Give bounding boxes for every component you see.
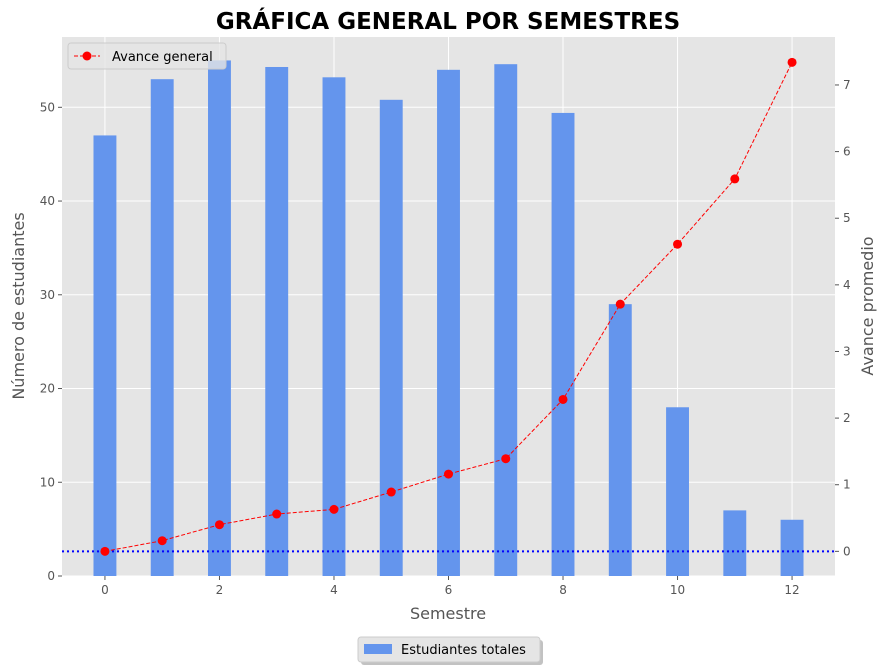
y2-tick-label: 3	[843, 344, 851, 358]
bar	[93, 135, 117, 576]
series-point	[157, 536, 167, 546]
bar-series	[93, 60, 804, 577]
y-tick-label: 50	[40, 100, 55, 114]
y-axis-ticks: 0 10 20 30 40 50	[40, 100, 62, 583]
bar	[666, 407, 689, 576]
series-point	[558, 394, 568, 404]
y-axis-label: Número de estudiantes	[9, 212, 28, 399]
series-point	[673, 239, 683, 249]
bar	[551, 112, 575, 576]
legend-line-marker	[82, 51, 92, 61]
series-point	[730, 174, 740, 184]
bar	[723, 510, 747, 576]
legend-bar-swatch	[364, 644, 392, 654]
legend-bar-box	[357, 636, 541, 663]
series-point	[100, 546, 110, 556]
series-point	[214, 520, 224, 530]
y2-tick-label: 1	[843, 478, 851, 492]
legend-line-label: Avance general	[112, 50, 213, 65]
bar	[150, 79, 174, 576]
y-tick-label: 40	[40, 194, 55, 208]
series-point	[444, 469, 453, 479]
x-tick-label: 10	[670, 583, 685, 597]
legend-bar-label: Estudiantes totales	[401, 643, 526, 658]
y-tick-label: 30	[40, 288, 55, 302]
series-point	[501, 454, 511, 464]
series-point	[615, 299, 625, 309]
line-series	[100, 57, 797, 556]
x-tick-label: 12	[784, 583, 799, 597]
y2-tick-label: 6	[843, 145, 851, 159]
legend-bar: Estudiantes totales	[357, 636, 543, 665]
bar	[494, 64, 518, 576]
legend-line: Avance general	[67, 42, 227, 70]
y2-axis-ticks: 0 1 2 3 4 5 6 7	[835, 78, 851, 558]
y-tick-label: 10	[40, 475, 55, 489]
series-point	[386, 487, 396, 497]
y2-tick-label: 7	[843, 78, 851, 92]
y2-tick-label: 5	[843, 211, 851, 225]
y2-tick-label: 4	[843, 278, 851, 292]
legend-line-box	[67, 42, 227, 70]
chart-title: GRÁFICA GENERAL POR SEMESTRES	[216, 7, 680, 35]
x-tick-label: 2	[216, 583, 224, 597]
x-axis-ticks: 0 2 4 6 8 10 12	[101, 576, 800, 597]
y-tick-label: 0	[47, 569, 55, 583]
y2-tick-label: 2	[843, 411, 851, 425]
series-point	[329, 504, 339, 514]
x-axis-label: Semestre	[410, 604, 486, 623]
bar	[322, 77, 346, 576]
bar	[208, 60, 231, 576]
x-tick-label: 0	[101, 583, 109, 597]
series-point	[787, 57, 797, 67]
x-tick-label: 8	[559, 583, 567, 597]
y2-tick-label: 0	[843, 544, 851, 558]
bar	[379, 99, 403, 577]
bar	[780, 519, 804, 576]
bar	[608, 304, 632, 576]
x-tick-label: 4	[330, 583, 338, 597]
x-tick-label: 6	[445, 583, 453, 597]
y-tick-label: 20	[40, 382, 55, 396]
bar	[437, 69, 460, 577]
y2-axis-label: Avance promedio	[858, 236, 877, 375]
series-point	[272, 509, 282, 519]
bar	[265, 66, 289, 576]
